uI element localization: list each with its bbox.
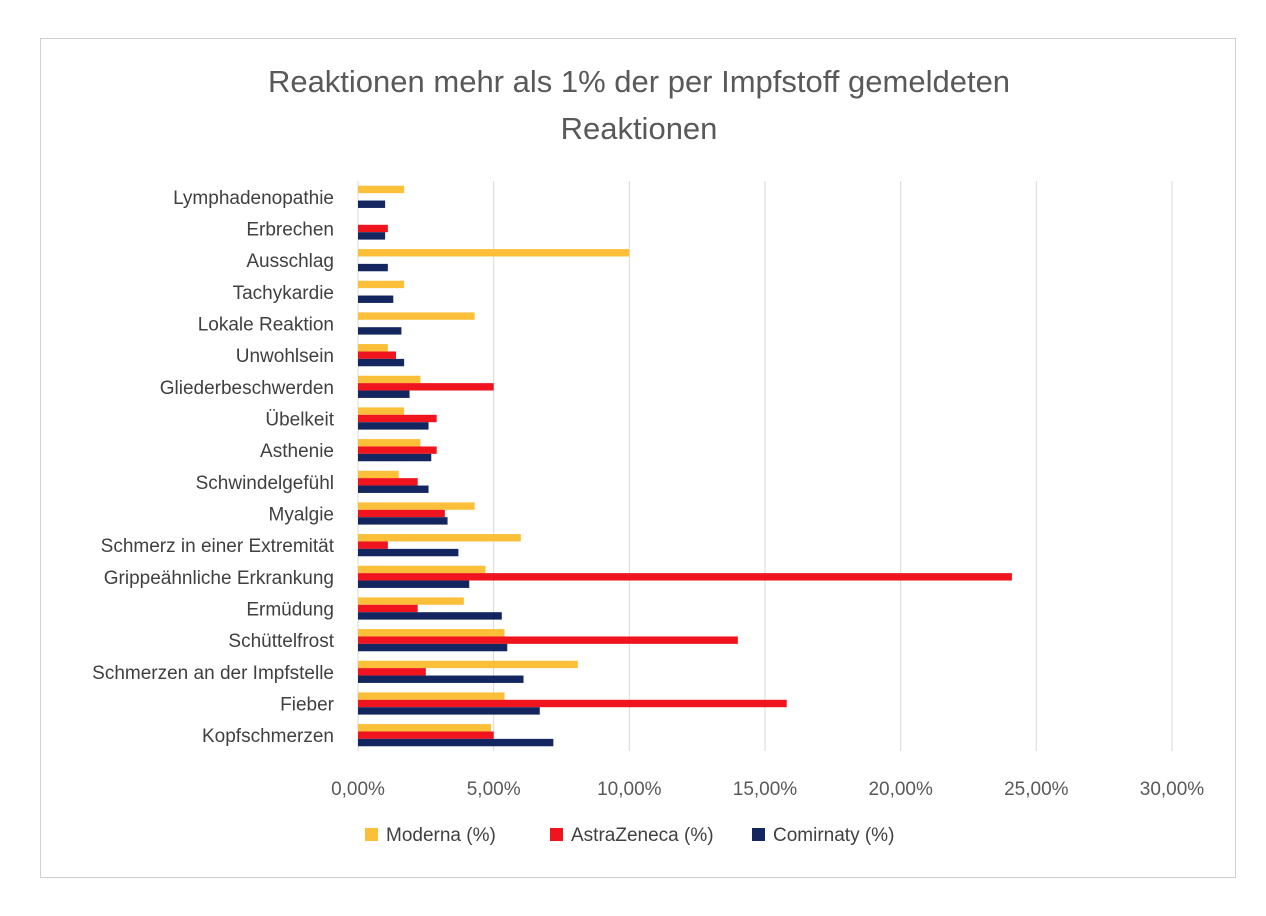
bar	[358, 390, 410, 398]
bar	[358, 580, 470, 588]
category-label: Schüttelfrost	[228, 631, 334, 652]
bar	[358, 509, 445, 518]
category-label: Schmerzen an der Impfstelle	[92, 663, 334, 684]
legend-swatch	[550, 828, 563, 841]
bar	[358, 422, 429, 430]
x-tick-label: 10,00%	[597, 779, 662, 800]
category-labels: Lymphadenopathie Erbrechen Ausschlag Tachyk…	[92, 188, 335, 747]
category-label: Kopfschmerzen	[202, 726, 334, 747]
bar	[358, 604, 418, 613]
legend-label: Moderna (%)	[386, 825, 496, 846]
bar	[358, 548, 459, 557]
bar	[358, 414, 437, 423]
chart-title-line: Reaktionen mehr als 1% der per Impfstoff…	[268, 64, 1010, 99]
category-label: Ermüdung	[246, 600, 334, 621]
bar	[358, 738, 554, 747]
legend: Moderna (%) AstraZeneca (%) Comirnaty (%)	[365, 825, 894, 846]
x-tick-label: 5,00%	[467, 779, 521, 800]
bar	[358, 263, 388, 272]
category-label: Unwohlsein	[236, 346, 334, 367]
bar	[358, 375, 421, 384]
bar-chart: Reaktionen mehr als 1% der per Impfstoff…	[92, 64, 1204, 846]
category-label: Myalgie	[269, 505, 334, 526]
legend-swatch	[365, 828, 378, 841]
bar	[358, 232, 386, 240]
bar	[358, 485, 429, 493]
x-tick-label: 20,00%	[868, 779, 933, 800]
category-label: Übelkeit	[265, 410, 334, 431]
chart-title-line: Reaktionen	[561, 111, 718, 146]
x-tick-label: 0,00%	[331, 779, 385, 800]
bar	[358, 707, 540, 715]
bar	[358, 295, 394, 303]
bar	[358, 358, 405, 367]
bar	[358, 565, 486, 574]
chart-frame: Reaktionen mehr als 1% der per Impfstoff…	[40, 38, 1236, 878]
legend-swatch	[752, 828, 765, 841]
category-label: Ausschlag	[246, 251, 334, 272]
bar	[358, 439, 421, 447]
bar	[358, 249, 630, 257]
category-label: Grippeähnliche Erkrankung	[104, 568, 334, 589]
bar	[358, 407, 405, 415]
legend-label: Comirnaty (%)	[773, 825, 894, 846]
bar	[358, 699, 787, 708]
bar	[358, 517, 448, 525]
bar	[358, 612, 502, 620]
bars	[358, 185, 1012, 747]
category-label: Lokale Reaktion	[198, 315, 334, 336]
category-label: Fieber	[280, 695, 335, 716]
bar	[358, 185, 405, 194]
category-label: Erbrechen	[246, 220, 334, 241]
bar	[358, 643, 508, 652]
bar	[358, 534, 521, 542]
bar	[358, 668, 426, 676]
category-label: Gliederbeschwerden	[160, 378, 334, 399]
bar	[358, 636, 738, 644]
chart-title: Reaktionen mehr als 1% der per Impfstoff…	[268, 64, 1010, 146]
bar	[358, 312, 475, 320]
bar	[358, 470, 399, 479]
x-tick-labels: 0,00% 5,00% 10,00% 15,00% 20,00% 25,00% 30,00%	[331, 779, 1204, 800]
bar	[358, 731, 494, 739]
bar	[358, 344, 388, 352]
bar	[358, 660, 578, 669]
bar	[358, 541, 388, 549]
bar	[358, 597, 464, 605]
bar	[358, 224, 388, 233]
category-label: Schmerz in einer Extremität	[101, 536, 335, 557]
bar	[358, 724, 491, 732]
bar	[358, 453, 432, 462]
category-label: Schwindelgefühl	[196, 473, 334, 494]
bar	[358, 446, 437, 454]
bar	[358, 573, 1012, 581]
x-tick-label: 25,00%	[1004, 779, 1069, 800]
category-label: Lymphadenopathie	[173, 188, 334, 209]
x-tick-label: 30,00%	[1140, 779, 1205, 800]
bar	[358, 383, 494, 391]
bar	[358, 351, 396, 359]
bar	[358, 692, 505, 700]
category-label: Asthenie	[260, 441, 334, 462]
bar	[358, 478, 418, 486]
bar	[358, 629, 505, 637]
bar	[358, 327, 402, 335]
x-tick-label: 15,00%	[733, 779, 798, 800]
bar	[358, 200, 386, 208]
bar	[358, 675, 524, 683]
category-label: Tachykardie	[233, 283, 334, 304]
bar	[358, 502, 475, 510]
bar	[358, 280, 405, 289]
legend-label: AstraZeneca (%)	[571, 825, 714, 846]
grid-lines	[357, 181, 1173, 751]
